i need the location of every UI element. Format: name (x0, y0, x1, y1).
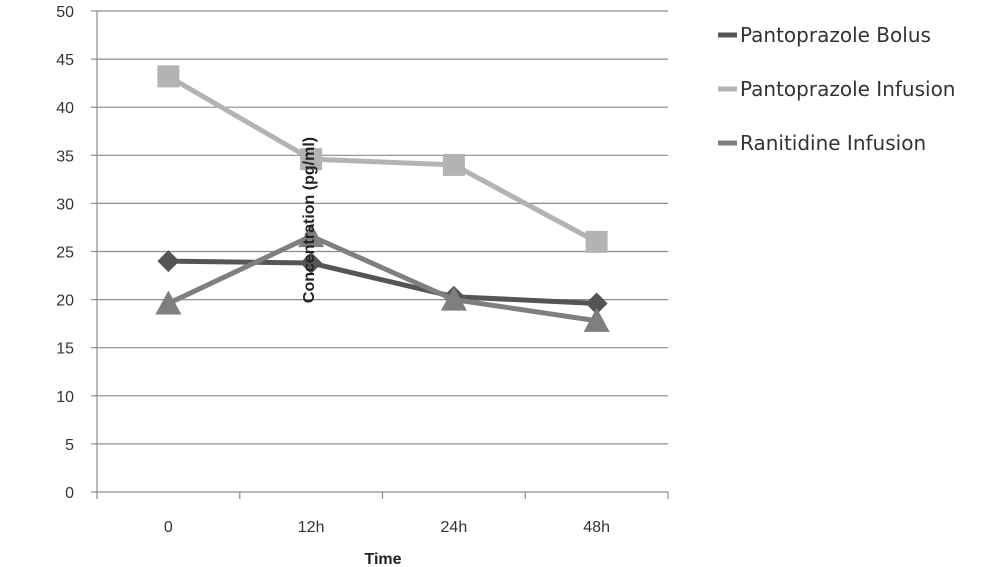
axes (91, 10, 669, 499)
y-tick-label: 0 (65, 485, 74, 502)
legend-label: Pantoprazole Infusion (740, 77, 955, 101)
y-tick-label: 35 (56, 148, 74, 165)
data-point (300, 252, 323, 275)
x-axis-title: Time (364, 551, 401, 567)
x-tick-label: 12h (298, 519, 325, 536)
y-tick-label: 30 (56, 196, 74, 213)
y-axis-title: Concentration (pg/ml) (301, 137, 318, 303)
data-point (585, 230, 608, 253)
data-point (442, 153, 465, 176)
series-line (168, 258, 597, 306)
y-tick-label: 50 (56, 4, 74, 21)
data-point (300, 148, 323, 171)
series-line (167, 233, 597, 324)
data-point (157, 65, 180, 88)
x-tick-label: 0 (164, 519, 173, 536)
y-tick-label: 15 (56, 341, 74, 358)
legend-label: Pantoprazole Bolus (740, 23, 931, 47)
x-tick-label: 48h (583, 519, 610, 536)
legend: Pantoprazole Bolus Pantoprazole Infusion R… (718, 23, 955, 155)
data-point (155, 290, 182, 315)
x-tick-labels: 0 12h 24h 48h (164, 519, 610, 536)
gridlines (97, 10, 668, 445)
data-point (298, 223, 325, 248)
y-tick-label: 20 (56, 293, 74, 310)
series-group (155, 65, 610, 332)
series-ranitidine-infusion (155, 223, 610, 332)
data-point (440, 286, 467, 311)
y-tick-label: 10 (56, 389, 74, 406)
y-tick-label: 25 (56, 245, 74, 262)
data-point (585, 292, 608, 315)
series-pantoprazole-bolus (157, 250, 608, 315)
y-tick-label: 5 (65, 437, 74, 454)
series-line (167, 74, 598, 245)
data-point (157, 250, 180, 273)
legend-label: Ranitidine Infusion (740, 131, 926, 155)
x-tick-label: 24h (441, 519, 468, 536)
data-point (583, 307, 610, 332)
y-tick-label: 45 (56, 52, 74, 69)
y-tick-labels: 0 5 10 15 20 25 30 35 40 45 50 (56, 4, 74, 502)
y-tick-label: 40 (56, 100, 74, 117)
series-pantoprazole-infusion (157, 65, 608, 253)
